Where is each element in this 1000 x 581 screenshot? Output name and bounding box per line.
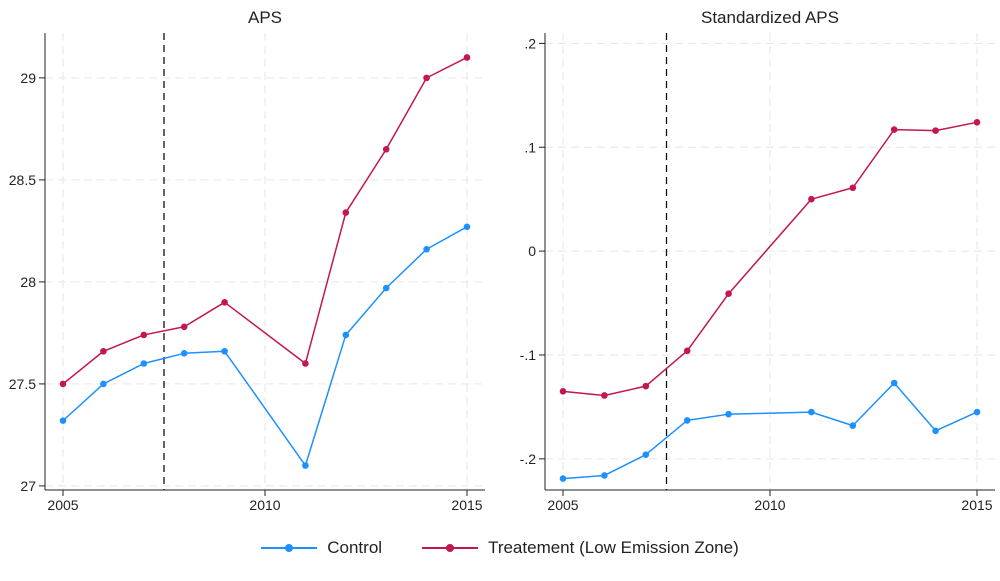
panel-2-series-treatment-point-3 <box>683 347 691 355</box>
panel-1-ytick-label-3: 28.5 <box>9 172 36 188</box>
panel-1-ytick-label-2: 28 <box>20 274 36 290</box>
panel-1-group: 27 27.5 28 28.5 29 2005 2010 2015 APS <box>9 8 485 513</box>
panel-2-series-treatment-point-0 <box>559 388 567 395</box>
panel-1-title: APS <box>248 8 282 27</box>
panel-2-series-treatment-point-6 <box>849 184 857 192</box>
panel-2-group: -.2 -.1 0 .1 .2 2005 2010 2015 Standardized APS <box>520 8 995 513</box>
panel-2-series-control-point-2 <box>642 451 650 458</box>
panel-1-series-treatment-point-2 <box>140 331 148 339</box>
legend-swatch-treatment <box>422 541 479 555</box>
panel-1-series-control-line <box>62 226 468 467</box>
panel-2-series-control-line <box>562 382 978 480</box>
panel-2-ytick-label-0: -.2 <box>520 451 537 467</box>
panel-1-series-treatment-point-0 <box>59 380 67 388</box>
panel-2-series-control-point-7 <box>890 379 898 387</box>
panel-2-series-control-point-4 <box>725 410 732 418</box>
legend-item-treatment: Treatement (Low Emission Zone) <box>422 538 739 558</box>
legend-dot-treatment <box>446 544 455 552</box>
legend-label-control: Control <box>327 538 383 557</box>
panel-1-series-control-point-3 <box>180 350 188 357</box>
panel-2-series-control-point-5 <box>808 408 815 416</box>
panel-2-xtick-label-0: 2005 <box>547 497 578 513</box>
panel-1-series-control-point-4 <box>221 347 228 355</box>
panel-1-series-control-point-7 <box>382 284 390 292</box>
legend-label-treatment: Treatement (Low Emission Zone) <box>488 538 739 557</box>
panel-1-series-treatment-point-3 <box>180 323 188 331</box>
panel-1-series-treatment-point-4 <box>221 299 228 306</box>
legend: Control Treatement (Low Emission Zone) <box>0 528 1000 568</box>
panel-2-ytick-label-1: -.1 <box>520 347 537 363</box>
panel-1-xtick-label-1: 2010 <box>249 497 280 513</box>
panel-1-series-treatment-point-7 <box>382 145 390 153</box>
panel-2-xtick-label-2: 2015 <box>961 497 992 513</box>
panel-2-series-control-point-0 <box>559 475 567 482</box>
panel-1-series-control-point-0 <box>59 417 67 424</box>
panel-2-series-control-point-3 <box>683 417 691 424</box>
panel-2-series-treatment-point-2 <box>642 382 650 390</box>
panel-2-ytick-label-4: .2 <box>524 35 536 51</box>
legend-swatch-control <box>261 541 318 555</box>
panel-1-series-treatment-point-1 <box>100 347 107 355</box>
panel-2-xtick-label-1: 2010 <box>754 497 785 513</box>
panel-1-series-treatment-point-9 <box>463 54 471 61</box>
panel-1-series-control-point-5 <box>302 462 309 469</box>
panel-2-series-control-point-8 <box>932 427 939 435</box>
panel-1-series-control-point-1 <box>100 380 107 388</box>
panel-2-series-control-point-9 <box>973 408 981 416</box>
panel-1-xtick-label-2: 2015 <box>451 497 482 513</box>
charts-svg: 27 27.5 28 28.5 29 2005 2010 2015 APS -.2 -.1 0 .1 .2… <box>9 8 995 513</box>
panel-2-series-treatment-point-8 <box>932 127 939 134</box>
panel-1-series-control-point-2 <box>140 360 148 367</box>
legend-dot-control <box>285 544 294 552</box>
panel-1-ytick-label-4: 29 <box>20 70 36 86</box>
panel-2-series-treatment-line <box>562 121 978 397</box>
panel-2-series-control-point-6 <box>849 422 857 429</box>
panel-2-series-treatment-point-9 <box>973 119 981 126</box>
panel-1-series-treatment-point-8 <box>423 74 430 82</box>
panel-2-series-treatment-point-1 <box>601 392 608 399</box>
panel-2-series-treatment-point-5 <box>808 195 815 203</box>
panel-1-series-treatment-point-6 <box>342 209 350 216</box>
panel-1-series-treatment-line <box>62 56 468 385</box>
panel-2-ytick-label-3: .1 <box>524 139 536 155</box>
panel-2-ytick-label-2: 0 <box>528 243 536 259</box>
panel-2-series-treatment-point-7 <box>890 126 898 133</box>
panel-1-series-control-point-8 <box>423 245 430 253</box>
panel-2-series-control-point-1 <box>601 472 608 479</box>
panel-2-title: Standardized APS <box>701 8 839 27</box>
panel-1-ytick-label-1: 27.5 <box>9 376 36 392</box>
panel-1-series-control-point-6 <box>342 331 350 339</box>
legend-item-control: Control <box>261 538 382 558</box>
panel-1-series-treatment-point-5 <box>302 360 309 367</box>
panel-1-ytick-label-0: 27 <box>20 478 36 494</box>
panel-1-xtick-label-0: 2005 <box>47 497 78 513</box>
panel-2-series-treatment-point-4 <box>725 290 732 297</box>
panel-1-series-control-point-9 <box>463 223 471 231</box>
